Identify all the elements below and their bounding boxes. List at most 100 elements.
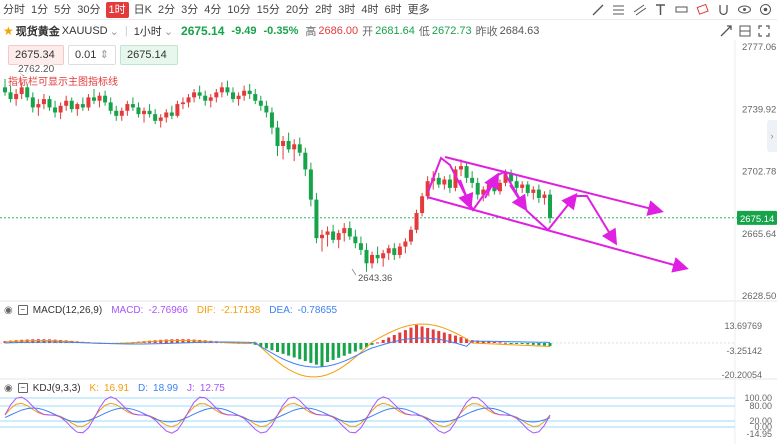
settings-icon[interactable] xyxy=(758,2,773,17)
eye-icon[interactable]: ◉ xyxy=(4,304,13,316)
high-label: 高 xyxy=(305,26,317,38)
candle-body xyxy=(286,140,291,150)
macd-bar xyxy=(287,343,291,356)
d-value: 18.99 xyxy=(153,382,179,394)
candle-body xyxy=(497,182,502,192)
kdj-axis-label: -14.95 xyxy=(746,429,772,439)
macd-bar xyxy=(403,330,407,343)
magnet-icon[interactable] xyxy=(716,2,731,17)
timeframe-15[interactable]: 6时 xyxy=(384,3,402,16)
sell-price-button[interactable]: 2675.34 xyxy=(8,45,64,65)
macd-axis-label: 13.69769 xyxy=(724,321,762,331)
candle-body xyxy=(175,104,180,116)
chevron-down-icon[interactable]: ⌄ xyxy=(163,25,174,38)
timeframe-5[interactable]: 日K xyxy=(133,3,152,16)
macd-bar xyxy=(276,343,279,353)
wave-arrow xyxy=(509,184,528,212)
macd-bar xyxy=(437,331,441,343)
timeframe-2[interactable]: 5分 xyxy=(54,3,72,16)
macd-label: MACD: xyxy=(111,304,144,316)
timeframe-0[interactable]: 分时 xyxy=(3,3,25,16)
macd-bar xyxy=(398,332,402,343)
macd-bar xyxy=(320,343,324,367)
timeframe-13[interactable]: 3时 xyxy=(338,3,356,16)
macd-bar xyxy=(53,339,57,343)
candle-body xyxy=(358,243,363,250)
timeframe-7[interactable]: 3分 xyxy=(181,3,199,16)
timeframe-4[interactable]: 1时 xyxy=(105,1,129,18)
ruler-tool-icon[interactable] xyxy=(674,2,689,17)
timeframe-8[interactable]: 4分 xyxy=(204,3,222,16)
candle-body xyxy=(425,181,430,197)
candle-body xyxy=(442,179,447,185)
quantity-input[interactable]: 0.01 ⇕ xyxy=(68,45,116,65)
candle-body xyxy=(164,112,169,118)
collapse-icon[interactable]: − xyxy=(17,305,28,315)
interval-select[interactable]: 1小时 xyxy=(133,26,162,38)
timeframe-14[interactable]: 4时 xyxy=(361,3,379,16)
fullscreen-icon[interactable] xyxy=(757,24,771,38)
candle-body xyxy=(492,184,497,192)
fib-tool-icon[interactable] xyxy=(611,2,626,17)
timeframe-16[interactable]: 更多 xyxy=(407,3,430,16)
layout-icon[interactable] xyxy=(738,24,752,38)
candle-body xyxy=(269,112,274,128)
wave-arrow xyxy=(484,172,499,199)
indicator-hint: 指标栏可显示主图指标线 xyxy=(8,77,118,88)
candle-body xyxy=(342,228,347,234)
stepper-icon[interactable]: ⇕ xyxy=(99,49,109,61)
macd-bar xyxy=(36,339,40,343)
candle-body xyxy=(236,95,241,100)
macd-bar xyxy=(187,339,191,343)
collapse-icon[interactable]: − xyxy=(17,383,28,393)
candle-body xyxy=(19,87,24,95)
candle-body xyxy=(8,92,13,100)
k-value: 16.91 xyxy=(103,382,130,394)
macd-bar xyxy=(387,337,391,343)
timeframe-11[interactable]: 20分 xyxy=(285,3,310,16)
eraser-icon[interactable] xyxy=(695,2,710,17)
candle-body xyxy=(258,100,263,106)
line-tool-icon[interactable] xyxy=(590,2,605,17)
dif-label: DIF: xyxy=(196,304,216,316)
macd-axis-label: -20.20054 xyxy=(721,370,762,380)
candle-body xyxy=(397,246,402,255)
timeframe-1[interactable]: 1分 xyxy=(31,3,49,16)
timeframe-10[interactable]: 15分 xyxy=(256,3,280,16)
macd-bar xyxy=(392,335,396,343)
timeframe-9[interactable]: 10分 xyxy=(227,3,251,16)
candle-body xyxy=(331,231,336,240)
open-label: 开 xyxy=(362,26,374,38)
price-tick-label: 2702.78 xyxy=(742,167,776,178)
current-price: 2675.14 xyxy=(181,24,225,38)
candle-body xyxy=(392,248,397,255)
timeframe-3[interactable]: 30分 xyxy=(77,3,101,16)
macd-bar xyxy=(504,342,508,344)
candle-body xyxy=(548,194,552,219)
eye-icon[interactable] xyxy=(737,2,752,17)
macd-bar xyxy=(420,326,424,343)
macd-bar xyxy=(465,338,469,343)
candle-body xyxy=(447,179,452,188)
text-tool-icon[interactable] xyxy=(653,2,668,17)
channel-tool-icon[interactable] xyxy=(632,2,647,17)
buy-price-button[interactable]: 2675.14 xyxy=(120,45,178,65)
dea-label: DEA: xyxy=(269,304,293,316)
eye-icon[interactable]: ◉ xyxy=(4,382,13,394)
chevron-down-icon[interactable]: ⌄ xyxy=(109,25,119,38)
candle-body xyxy=(481,189,486,195)
candle-body xyxy=(203,95,208,101)
symbol-name[interactable]: 现货黄金 xyxy=(15,26,60,38)
low-label: 低 xyxy=(418,26,430,38)
timeframe-6[interactable]: 2分 xyxy=(157,3,176,16)
favorite-star-icon[interactable]: ★ xyxy=(3,24,14,38)
candle-body xyxy=(514,181,519,188)
side-panel-toggle[interactable]: › xyxy=(767,120,777,152)
drawing-toggle-icon[interactable] xyxy=(719,24,733,38)
candle-body xyxy=(58,105,63,113)
candle-body xyxy=(80,104,85,108)
candle-body xyxy=(214,92,219,98)
macd-bar xyxy=(364,343,368,348)
timeframe-12[interactable]: 2时 xyxy=(315,3,333,16)
